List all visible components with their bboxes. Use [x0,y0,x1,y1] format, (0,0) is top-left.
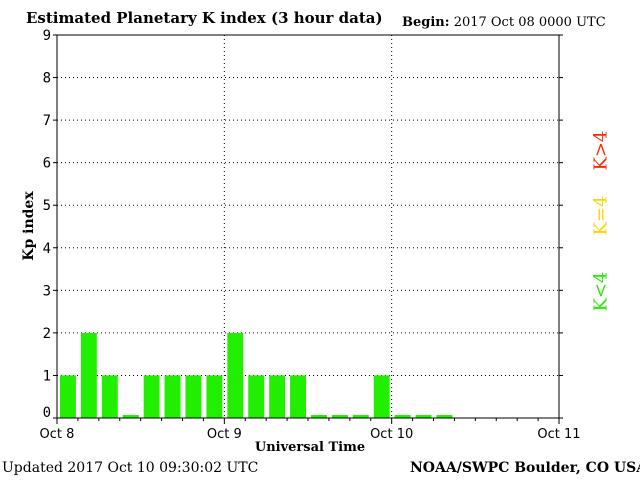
kp-bar [227,332,244,418]
begin-value: 2017 Oct 08 0000 UTC [453,15,606,30]
y-tick-label: 4 [43,241,51,257]
updated-timestamp: Updated 2017 Oct 10 09:30:02 UTC [2,460,259,476]
kp-bar [185,375,202,418]
x-tick-label: Oct 8 [40,427,75,442]
kp-bar [60,375,76,418]
y-axis-title: Kp index [21,191,37,261]
kp-bar [164,375,181,418]
kp-bar [269,375,286,418]
y-tick-label: 0 [43,405,51,421]
x-axis-title: Universal Time [254,440,366,455]
kp-bar [352,415,369,418]
kp-bar [122,415,139,418]
y-tick-label: 8 [43,71,51,87]
begin-label: Begin: [402,15,450,30]
kp-bar [143,375,160,418]
x-tick-label: Oct 11 [537,427,580,442]
y-tick-label: 2 [43,326,51,342]
plot-frame [56,34,560,419]
legend-high: K>4 [590,130,612,171]
kp-bar [248,375,265,418]
kp-bar [101,375,118,418]
kp-bar [311,415,327,418]
y-tick-label: 5 [43,198,51,214]
y-tick-label: 3 [43,283,51,299]
credit-text: NOAA/SWPC Boulder, CO USA [410,460,640,476]
y-tick-label: 1 [43,368,51,384]
x-tick-label: Oct 10 [370,427,413,442]
kp-bar [80,332,97,418]
legend-mid: K=4 [590,195,612,236]
kp-bar [373,375,390,418]
kp-bar [331,415,348,418]
chart-title: Estimated Planetary K index (3 hour data… [26,9,383,27]
kp-bar [290,375,306,418]
legend-low: K<4 [590,271,612,312]
y-tick-label: 6 [43,156,51,172]
y-tick-label: 9 [43,28,51,44]
kp-bar [394,415,411,418]
kp-bar [415,415,432,418]
x-tick-label: Oct 9 [207,427,242,442]
kp-bar [206,375,223,418]
y-tick-label: 7 [43,113,51,129]
begin-date: Begin: 2017 Oct 08 0000 UTC [402,15,606,30]
kp-bar [436,415,453,418]
